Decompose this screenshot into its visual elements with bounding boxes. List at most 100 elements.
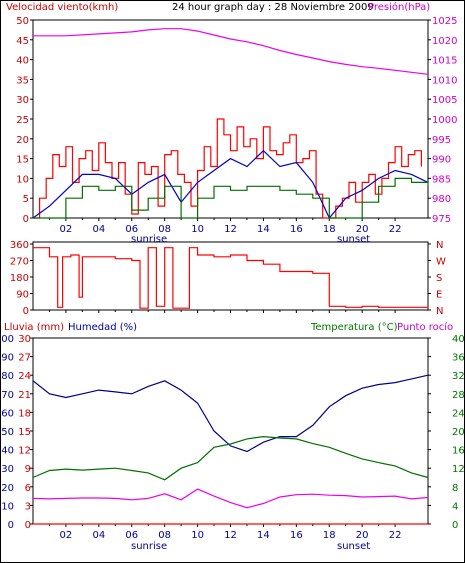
x-tick-label: 18 [323,224,336,235]
rain-label: Lluvia (mm) [4,322,64,333]
humidity-y-tick-label: 50 [1,427,14,438]
pressure-y-tick-label: 1005 [432,95,457,106]
direction-y-tick-label: 90 [16,290,29,301]
wind-direction-panel [32,241,429,311]
humidity-y-tick-label: 30 [1,464,14,475]
temperature-y-tick-label: 4 [452,501,458,512]
wind-y-tick-label: 40 [16,56,29,67]
rain-y-tick-label: 27 [18,353,31,364]
direction-compass-label: W [436,257,446,268]
pressure-y-tick-label: 980 [432,194,451,205]
dewpoint-series [32,488,429,509]
pressure-y-tick-label: 985 [432,174,451,185]
temperature-y-tick-label: 28 [452,390,465,401]
humidity-y-tick-label: 10 [1,501,14,512]
x-tick-label: 06 [125,224,138,235]
temperature-y-tick-label: 40 [452,334,465,345]
direction-y-tick-label: 180 [10,273,29,284]
x-tick-label: 16 [290,530,303,541]
pressure-y-tick-label: 1000 [432,115,457,126]
temperature-y-tick-label: 16 [452,446,465,457]
wind-y-tick-label: 45 [16,36,29,47]
temperature-y-tick-label: 12 [452,464,465,475]
temperature-y-tick-label: 8 [452,483,458,494]
x-tick-label: 12 [224,530,237,541]
pressure-y-tick-label: 995 [432,135,451,146]
x-tick-label: 10 [191,530,204,541]
wind-y-tick-label: 30 [16,95,29,106]
wind-average-series [32,149,429,220]
wind-y-tick-label: 50 [16,16,29,27]
chart-marks: 0510152025303540455097598098599099510001… [0,16,465,541]
humidity-y-tick-label: 20 [1,483,14,494]
wind-direction-series [33,247,429,309]
wind-y-tick-label: 5 [23,194,29,205]
rain-y-tick-label: 9 [25,464,31,475]
temperature-label: Temperatura (°C) [310,322,398,333]
x-tick-label: 04 [92,224,105,235]
rain-y-tick-label: 3 [25,501,31,512]
x-tick-label: 14 [257,224,270,235]
chart-title: 24 hour graph day : 28 Noviembre 2009 [172,2,374,13]
pressure-y-tick-label: 990 [432,155,451,166]
direction-y-tick-label: 360 [10,240,29,251]
rain-y-tick-label: 18 [18,408,31,419]
x-tick-label: 22 [389,530,402,541]
x-tick-label: 20 [356,530,369,541]
x-tick-label: 22 [389,224,402,235]
rain-y-tick-label: 30 [18,334,31,345]
humidity-temperature-panel [32,337,429,525]
sunrise-label-top: sunrise [131,234,167,245]
pressure-series [33,28,429,75]
wind-y-tick-label: 25 [16,115,29,126]
x-tick-label: 04 [92,530,105,541]
x-tick-label: 02 [60,530,73,541]
humidity-y-tick-label: 40 [1,446,14,457]
temperature-y-tick-label: 24 [452,408,465,419]
x-tick-label: 06 [125,530,138,541]
temperature-y-tick-label: 32 [452,371,465,382]
temperature-series [32,435,429,481]
pressure-y-tick-label: 1025 [432,16,457,27]
pressure-y-tick-label: 1010 [432,75,457,86]
dewpoint-label: Punto rocío [397,321,453,333]
humidity-y-tick-label: 70 [1,390,14,401]
pressure-label: Presión(hPa) [368,1,430,13]
x-tick-label: 10 [191,224,204,235]
x-tick-label: 08 [158,224,171,235]
rain-y-tick-label: 12 [18,446,31,457]
rain-y-tick-label: 15 [18,427,31,438]
humidity-y-tick-label: 60 [1,408,14,419]
sunset-label-top: sunset [337,234,370,245]
rain-y-tick-label: 0 [25,520,31,531]
wind-y-tick-label: 15 [16,155,29,166]
humidity-y-tick-label: 0 [8,520,14,531]
humidity-label: Humedad (%) [68,322,137,333]
x-tick-label: 02 [60,224,73,235]
x-tick-label: 16 [290,224,303,235]
humidity-y-tick-label: 90 [1,353,14,364]
pressure-y-tick-label: 975 [432,214,451,225]
direction-compass-label: N [436,306,443,317]
x-tick-label: 08 [158,530,171,541]
direction-y-tick-label: 0 [23,306,29,317]
rain-y-tick-label: 21 [18,390,31,401]
x-tick-label: 20 [356,224,369,235]
direction-compass-label: S [436,273,442,284]
wind-speed-series [33,118,422,219]
wind-speed-label: Velocidad viento(kmh) [6,2,118,13]
wind-y-tick-label: 35 [16,75,29,86]
direction-compass-label: E [436,290,442,301]
temperature-y-tick-label: 0 [452,520,458,531]
sunset-label-bottom: sunset [337,541,370,552]
rain-y-tick-label: 6 [25,483,31,494]
wind-y-tick-label: 10 [16,174,29,185]
sunrise-label-bottom: sunrise [131,541,167,552]
humidity-series [32,374,429,453]
pressure-y-tick-label: 1015 [432,56,457,67]
x-tick-label: 14 [257,530,270,541]
wind-min-series [33,177,429,219]
temperature-y-tick-label: 36 [452,353,465,364]
wind-y-tick-label: 20 [16,135,29,146]
